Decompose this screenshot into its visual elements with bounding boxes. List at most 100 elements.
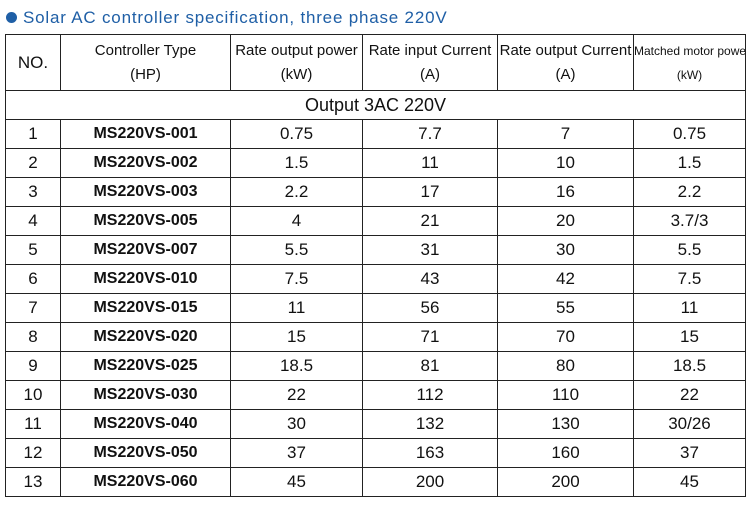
- cell: MS220VS-005: [60, 206, 231, 236]
- cell: 30: [230, 409, 363, 439]
- cell: MS220VS-025: [60, 351, 231, 381]
- cell: 11: [633, 293, 746, 323]
- header-text: Matched motor power: [634, 43, 746, 58]
- data-row: 6 MS220VS-010 7.5 43 42 7.5: [5, 264, 746, 294]
- cell: 163: [362, 438, 498, 468]
- cell: 22: [633, 380, 746, 410]
- cell: 130: [497, 409, 634, 439]
- data-row: 11 MS220VS-040 30 132 130 30/26: [5, 409, 746, 439]
- data-row: 3 MS220VS-003 2.2 17 16 2.2: [5, 177, 746, 207]
- cell: 21: [362, 206, 498, 236]
- cell: 110: [497, 380, 634, 410]
- header-cell: Rate input Current (A): [362, 34, 498, 91]
- cell: 30/26: [633, 409, 746, 439]
- data-row: 13 MS220VS-060 45 200 200 45: [5, 467, 746, 497]
- header-cell: Matched motor power (kW): [633, 34, 746, 91]
- cell: 43: [362, 264, 498, 294]
- bullet: [6, 12, 17, 23]
- cell: 11: [362, 148, 498, 178]
- cell: 10: [5, 380, 61, 410]
- cell: 18.5: [633, 351, 746, 381]
- data-row: 1 MS220VS-001 0.75 7.7 7 0.75: [5, 119, 746, 149]
- section-row: Output 3AC 220V: [5, 90, 746, 120]
- cell: 160: [497, 438, 634, 468]
- cell: 7: [497, 119, 634, 149]
- header-text: Rate output power: [235, 41, 358, 59]
- header-text: NO.: [17, 52, 49, 72]
- cell: 37: [633, 438, 746, 468]
- cell: 45: [633, 467, 746, 497]
- data-row: 8 MS220VS-020 15 71 70 15: [5, 322, 746, 352]
- data-row: 7 MS220VS-015 11 56 55 11: [5, 293, 746, 323]
- header-row: NO. Controller Type (HP) Rate output power (…: [5, 34, 746, 91]
- header-text: (A): [555, 65, 576, 83]
- cell: MS220VS-050: [60, 438, 231, 468]
- cell: 7.7: [362, 119, 498, 149]
- cell: 15: [633, 322, 746, 352]
- cell: 12: [5, 438, 61, 468]
- data-row: 5 MS220VS-007 5.5 31 30 5.5: [5, 235, 746, 265]
- cell: MS220VS-030: [60, 380, 231, 410]
- data-row: 12 MS220VS-050 37 163 160 37: [5, 438, 746, 468]
- data-row: 2 MS220VS-002 1.5 11 10 1.5: [5, 148, 746, 178]
- cell: 31: [362, 235, 498, 265]
- cell: 13: [5, 467, 61, 497]
- cell: 5.5: [633, 235, 746, 265]
- cell: 0.75: [230, 119, 363, 149]
- cell: MS220VS-007: [60, 235, 231, 265]
- cell: 1.5: [230, 148, 363, 178]
- cell: 15: [230, 322, 363, 352]
- cell: MS220VS-015: [60, 293, 231, 323]
- data-row: 4 MS220VS-005 4 21 20 3.7/3: [5, 206, 746, 236]
- cell: 81: [362, 351, 498, 381]
- cell: 70: [497, 322, 634, 352]
- header-text: (HP): [130, 65, 161, 83]
- cell: 1.5: [633, 148, 746, 178]
- cell: 132: [362, 409, 498, 439]
- header-text: Controller Type: [94, 41, 197, 59]
- cell: 10: [497, 148, 634, 178]
- cell: 6: [5, 264, 61, 294]
- cell: MS220VS-040: [60, 409, 231, 439]
- header-text: (A): [420, 65, 440, 83]
- header-text: Rate output Current: [499, 41, 632, 59]
- cell: 45: [230, 467, 363, 497]
- cell: MS220VS-020: [60, 322, 231, 352]
- header-cell: Rate output power (kW): [230, 34, 363, 91]
- cell: 200: [362, 467, 498, 497]
- cell: MS220VS-010: [60, 264, 231, 294]
- cell: 200: [497, 467, 634, 497]
- cell: 55: [497, 293, 634, 323]
- cell: 5: [5, 235, 61, 265]
- header-cell: Controller Type (HP): [60, 34, 231, 91]
- cell: 80: [497, 351, 634, 381]
- spec-table: NO. Controller Type (HP) Rate output power (…: [5, 34, 746, 497]
- cell: 18.5: [230, 351, 363, 381]
- cell: 37: [230, 438, 363, 468]
- cell: 22: [230, 380, 363, 410]
- header-cell: NO.: [5, 34, 61, 91]
- cell: MS220VS-060: [60, 467, 231, 497]
- cell: 4: [5, 206, 61, 236]
- data-row: 10 MS220VS-030 22 112 110 22: [5, 380, 746, 410]
- cell: 9: [5, 351, 61, 381]
- cell: 71: [362, 322, 498, 352]
- cell: 2.2: [230, 177, 363, 207]
- cell: 11: [5, 409, 61, 439]
- cell: MS220VS-003: [60, 177, 231, 207]
- header-text: (kW): [280, 65, 313, 83]
- header-text: (kW): [676, 67, 703, 82]
- cell: 0.75: [633, 119, 746, 149]
- cell: 2: [5, 148, 61, 178]
- section-cell: Output 3AC 220V: [5, 90, 746, 120]
- cell: MS220VS-002: [60, 148, 231, 178]
- cell: 2.2: [633, 177, 746, 207]
- cell: 16: [497, 177, 634, 207]
- cell: 4: [230, 206, 363, 236]
- cell: 17: [362, 177, 498, 207]
- cell: 7.5: [633, 264, 746, 294]
- cell: 3: [5, 177, 61, 207]
- cell: MS220VS-001: [60, 119, 231, 149]
- cell: 8: [5, 322, 61, 352]
